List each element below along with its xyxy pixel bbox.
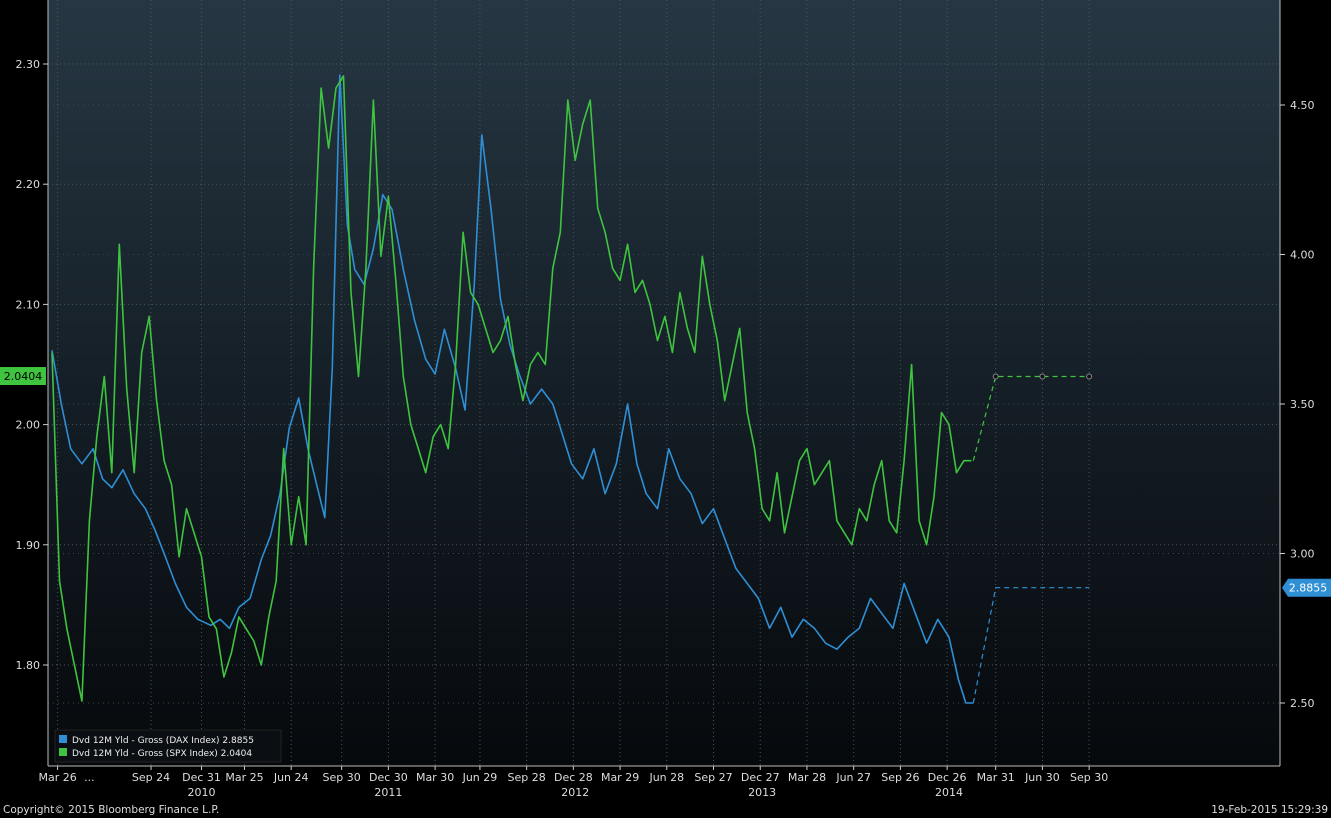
x-tick-label: Mar 25 <box>225 771 263 784</box>
year-label: 2011 <box>374 786 402 799</box>
x-tick-label: Jun 28 <box>648 771 684 784</box>
right-tick-label: 2.50 <box>1290 697 1315 710</box>
right-tick-label: 3.00 <box>1290 548 1315 561</box>
x-tick-label: Dec 28 <box>554 771 593 784</box>
dax-series-line <box>51 74 974 704</box>
plot-area <box>48 0 1280 766</box>
x-tick-label: Mar 31 <box>977 771 1015 784</box>
x-tick-label: Mar 28 <box>788 771 826 784</box>
legend-label: Dvd 12M Yld - Gross (DAX Index) 2.8855 <box>72 736 254 746</box>
legend-box <box>54 729 282 763</box>
legend-label: Dvd 12M Yld - Gross (SPX Index) 2.0404 <box>72 749 252 759</box>
legend-swatch <box>59 748 67 756</box>
x-tick-label: Mar 26 <box>38 771 76 784</box>
dax-last-value-text: 2.8855 <box>1289 582 1328 595</box>
spx-forecast-line <box>972 375 1090 461</box>
year-label: 2012 <box>561 786 589 799</box>
x-tick-label: Sep 28 <box>508 771 546 784</box>
dax-last-value-badge <box>1282 578 1331 597</box>
left-tick-label: 1.80 <box>16 659 41 672</box>
spx-last-value-text: 2.0404 <box>4 370 43 383</box>
year-label: 2014 <box>935 786 963 799</box>
spx-series-line <box>51 75 972 702</box>
x-tick-label: Sep 27 <box>694 771 732 784</box>
copyright-text: Copyright© 2015 Bloomberg Finance L.P. <box>3 804 219 816</box>
left-tick-label: 2.20 <box>16 178 41 191</box>
year-label: 2010 <box>187 786 215 799</box>
x-tick-label: Dec 30 <box>369 771 408 784</box>
left-tick-label: 2.00 <box>16 419 41 432</box>
spx-forecast-point <box>1086 373 1093 380</box>
x-tick-label: Sep 30 <box>1070 771 1108 784</box>
spx-forecast-point <box>992 373 999 380</box>
x-tick-label: Sep 30 <box>323 771 361 784</box>
dax-forecast-line <box>972 587 1090 704</box>
timestamp-text: 19-Feb-2015 15:29:39 <box>1211 804 1328 816</box>
spx-forecast-point <box>1039 373 1046 380</box>
x-tick-label: Jun 30 <box>1024 771 1060 784</box>
x-tick-label: Mar 29 <box>601 771 639 784</box>
left-tick-label: 2.10 <box>16 298 41 311</box>
right-tick-label: 4.50 <box>1290 99 1315 112</box>
x-tick-label: Dec 26 <box>928 771 967 784</box>
x-tick-label: Jun 24 <box>273 771 309 784</box>
x-tick-label: Jun 29 <box>462 771 498 784</box>
legend-swatch <box>59 735 67 743</box>
x-tick-label: Sep 24 <box>132 771 170 784</box>
x-tick-label: ... <box>84 771 95 784</box>
year-label: 2013 <box>748 786 776 799</box>
spx-last-value-badge <box>0 367 46 386</box>
x-tick-label: Jun 27 <box>835 771 871 784</box>
right-tick-label: 3.50 <box>1290 398 1315 411</box>
x-tick-label: Dec 27 <box>741 771 780 784</box>
x-tick-label: Dec 31 <box>182 771 221 784</box>
x-tick-label: Sep 26 <box>881 771 919 784</box>
left-tick-label: 2.30 <box>16 58 41 71</box>
x-tick-label: Mar 30 <box>416 771 454 784</box>
right-tick-label: 4.00 <box>1290 249 1315 262</box>
left-tick-label: 1.90 <box>16 539 41 552</box>
